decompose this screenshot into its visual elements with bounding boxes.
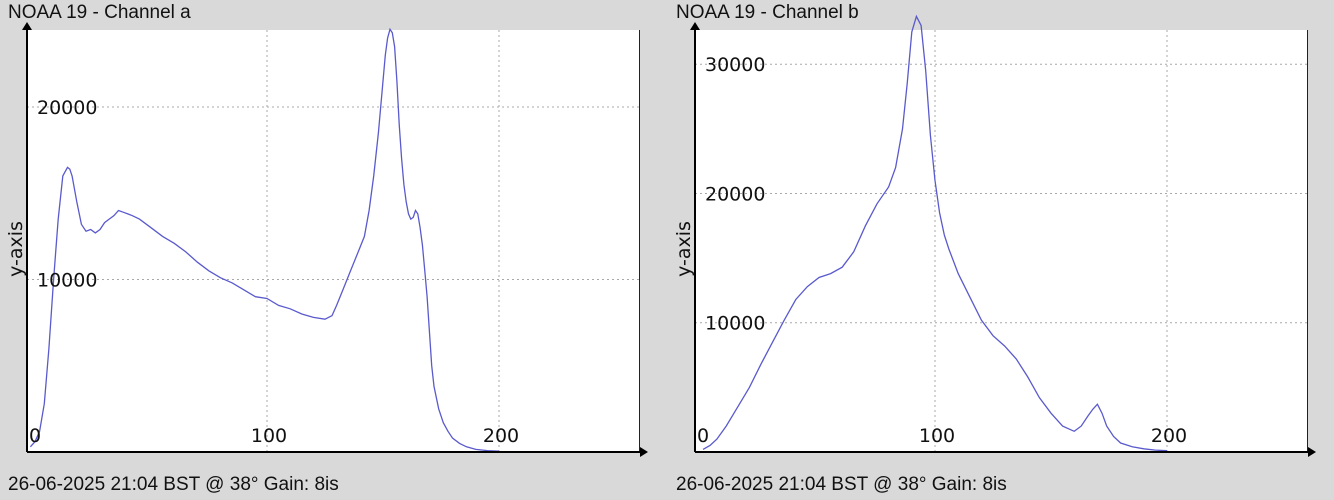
chart-footer: 26-06-2025 21:04 BST @ 38° Gain: 8is xyxy=(676,474,1007,495)
y-axis-label: y-axis xyxy=(673,221,695,277)
y-axis-arrow xyxy=(22,22,32,30)
y-axis-label: y-axis xyxy=(5,221,27,277)
y-axis-arrow xyxy=(690,22,700,30)
x-axis-arrow xyxy=(640,447,648,457)
chart-plot-b: 0 100 200 10000 20000 30000 y-axis xyxy=(673,14,1316,457)
x-tick-label: 0 xyxy=(697,425,709,447)
y-tick-label: 10000 xyxy=(37,269,97,291)
series-line xyxy=(702,14,1168,452)
x-axis-arrow xyxy=(1308,447,1316,457)
x-tick-label: 200 xyxy=(1151,425,1187,447)
x-tick-label: 100 xyxy=(919,425,955,447)
series-line xyxy=(29,27,500,452)
chart-footer: 26-06-2025 21:04 BST @ 38° Gain: 8is xyxy=(8,474,339,495)
chart-title: NOAA 19 - Channel b xyxy=(676,2,859,23)
x-tick-label: 200 xyxy=(483,425,519,447)
chart-panel-a: NOAA 19 - Channel a 0 100 200 10000 20000 y-a… xyxy=(0,0,662,500)
x-tick-label: 100 xyxy=(251,425,287,447)
plot-area xyxy=(695,30,1308,452)
y-tick-label: 30000 xyxy=(705,54,765,76)
y-tick-label: 10000 xyxy=(705,313,765,335)
y-tick-label: 20000 xyxy=(705,183,765,205)
y-tick-label: 20000 xyxy=(37,97,97,119)
chart-title: NOAA 19 - Channel a xyxy=(8,2,191,23)
x-tick-label: 0 xyxy=(29,425,41,447)
chart-plot-a: 0 100 200 10000 20000 y-axis xyxy=(5,22,648,457)
plot-area xyxy=(27,30,640,452)
chart-panel-b: NOAA 19 - Channel b 0 100 200 10000 20000 300… xyxy=(668,0,1330,500)
